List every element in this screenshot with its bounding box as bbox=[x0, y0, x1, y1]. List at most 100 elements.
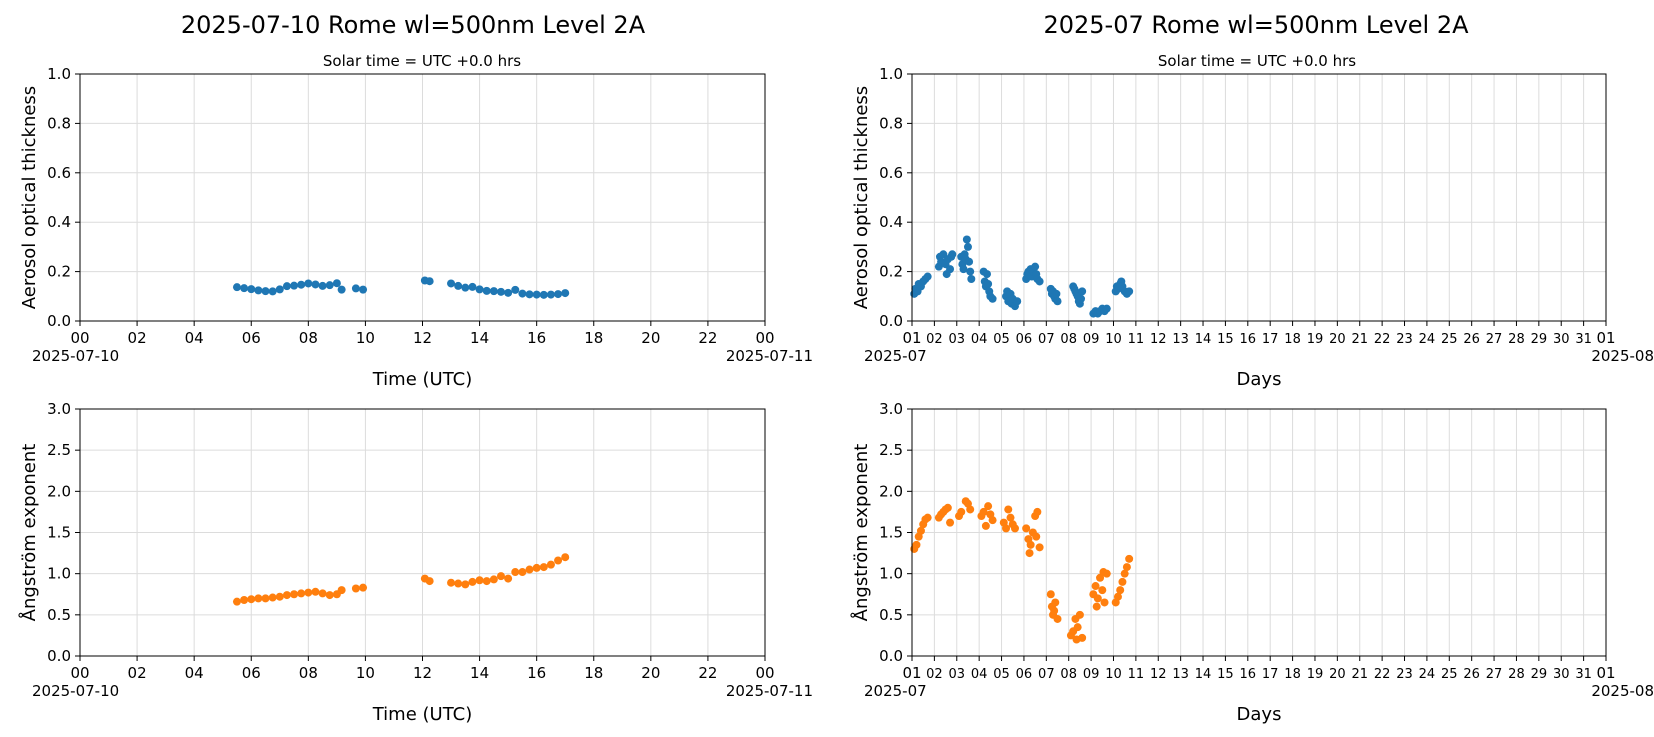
x-tick-label: 09 bbox=[1083, 667, 1100, 682]
y-tick-label: 1.0 bbox=[879, 65, 903, 83]
data-point bbox=[561, 553, 570, 562]
panel-daily-aot: 00 02 04 06 08 10 12 14 16 18 20 22 000.00.20.40.60.… bbox=[19, 65, 813, 365]
data-point bbox=[532, 563, 541, 572]
data-point bbox=[425, 277, 434, 286]
y-tick-label: 2.0 bbox=[47, 482, 71, 500]
data-point bbox=[539, 563, 548, 572]
data-point bbox=[468, 282, 477, 291]
x-tick-label: 11 bbox=[1128, 667, 1145, 682]
data-point bbox=[482, 286, 491, 295]
data-point bbox=[297, 589, 306, 598]
x-tick-label: 13 bbox=[1172, 332, 1189, 347]
x-tick-label: 08 bbox=[299, 329, 318, 347]
data-point bbox=[1035, 543, 1044, 552]
data-point bbox=[1078, 633, 1087, 642]
y-tick-label: 1.0 bbox=[47, 65, 71, 83]
data-point bbox=[984, 502, 993, 511]
x-tick-label: 08 bbox=[299, 664, 318, 682]
data-point bbox=[475, 576, 484, 585]
data-point bbox=[337, 285, 346, 294]
data-point bbox=[318, 589, 327, 598]
data-point bbox=[311, 280, 320, 289]
data-point bbox=[504, 574, 513, 583]
data-point bbox=[261, 287, 270, 296]
x-tick-label: 00 bbox=[755, 664, 774, 682]
data-point bbox=[966, 505, 975, 514]
x-start-date-label: 2025-07 bbox=[864, 682, 927, 700]
data-point bbox=[1035, 277, 1044, 286]
x-tick-label: 16 bbox=[1240, 332, 1257, 347]
data-point bbox=[518, 568, 527, 577]
x-tick-label: 00 bbox=[70, 329, 89, 347]
data-point bbox=[1102, 304, 1111, 313]
data-point bbox=[240, 596, 249, 605]
data-point bbox=[511, 568, 520, 577]
data-point bbox=[496, 572, 505, 581]
x-tick-label: 02 bbox=[128, 664, 147, 682]
data-point bbox=[916, 526, 925, 535]
data-point bbox=[282, 282, 291, 291]
y-axis-label: Ångström exponent bbox=[850, 444, 872, 622]
x-tick-label: 12 bbox=[1150, 332, 1167, 347]
x-tick-label: 16 bbox=[527, 329, 546, 347]
data-point bbox=[1096, 573, 1105, 582]
x-tick-label: 26 bbox=[1463, 667, 1480, 682]
plot-frame bbox=[79, 408, 766, 657]
x-tick-label: 12 bbox=[413, 329, 432, 347]
x-tick-label: 06 bbox=[1016, 667, 1033, 682]
x-tick-label: 20 bbox=[641, 664, 660, 682]
data-point bbox=[1125, 287, 1134, 296]
data-point bbox=[943, 503, 952, 512]
data-point bbox=[282, 591, 291, 600]
y-tick-label: 0.5 bbox=[47, 606, 71, 624]
x-tick-label: 11 bbox=[1128, 332, 1145, 347]
x-tick-label: 06 bbox=[242, 329, 261, 347]
x-tick-label: 15 bbox=[1217, 667, 1234, 682]
x-tick-label: 14 bbox=[1195, 667, 1212, 682]
data-point bbox=[311, 587, 320, 596]
data-point bbox=[1050, 606, 1059, 615]
y-tick-label: 0.0 bbox=[47, 312, 71, 330]
x-tick-label: 23 bbox=[1396, 332, 1413, 347]
x-tick-label: 24 bbox=[1419, 332, 1436, 347]
left-solar-subtitle: Solar time = UTC +0.0 hrs bbox=[323, 52, 521, 70]
data-point bbox=[290, 590, 299, 599]
y-axis-label: Aerosol optical thickness bbox=[19, 86, 40, 309]
data-point bbox=[332, 279, 341, 288]
y-tick-label: 1.5 bbox=[879, 524, 903, 542]
x-start-date-label: 2025-07-10 bbox=[32, 347, 119, 365]
x-tick-label: 10 bbox=[356, 664, 375, 682]
data-point bbox=[1004, 505, 1013, 514]
data-point bbox=[988, 294, 997, 303]
data-point bbox=[946, 265, 955, 274]
data-point bbox=[254, 594, 263, 603]
data-point bbox=[1100, 598, 1109, 607]
x-tick-label: 07 bbox=[1038, 667, 1055, 682]
y-tick-label: 0.0 bbox=[879, 647, 903, 665]
x-tick-label: 18 bbox=[1284, 332, 1301, 347]
data-point bbox=[1031, 262, 1040, 271]
x-tick-label: 05 bbox=[993, 667, 1010, 682]
x-tick-label: 04 bbox=[185, 329, 204, 347]
y-tick-label: 0.2 bbox=[47, 263, 71, 281]
data-point bbox=[351, 584, 360, 593]
data-point bbox=[1098, 586, 1107, 595]
data-point bbox=[247, 285, 256, 294]
x-end-date-label: 2025-08 bbox=[1591, 682, 1654, 700]
data-point bbox=[963, 242, 972, 251]
data-point bbox=[1013, 297, 1022, 306]
x-tick-label: 30 bbox=[1553, 667, 1570, 682]
x-tick-label: 31 bbox=[1575, 332, 1592, 347]
data-point bbox=[461, 580, 470, 589]
x-tick-label: 22 bbox=[1374, 332, 1391, 347]
data-point bbox=[511, 285, 520, 294]
data-point bbox=[966, 267, 975, 276]
x-tick-label: 05 bbox=[993, 332, 1010, 347]
data-point bbox=[504, 288, 513, 297]
x-tick-label: 02 bbox=[926, 667, 943, 682]
data-point bbox=[359, 583, 368, 592]
x-tick-label: 27 bbox=[1486, 332, 1503, 347]
x-start-date-label: 2025-07 bbox=[864, 347, 927, 365]
data-point bbox=[1002, 524, 1011, 533]
x-tick-label: 12 bbox=[1150, 667, 1167, 682]
